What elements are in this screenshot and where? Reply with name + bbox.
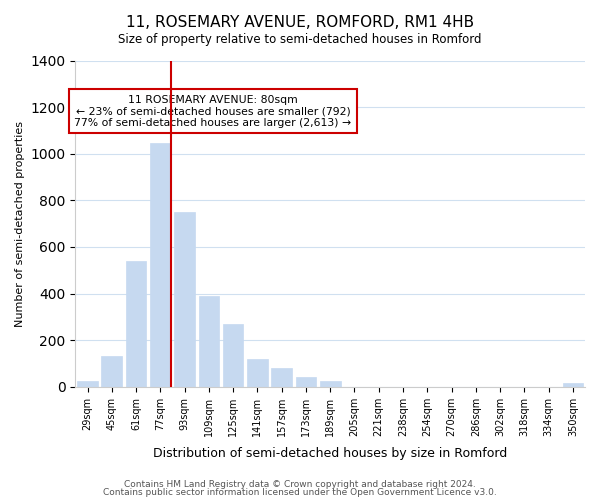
Bar xyxy=(223,324,244,387)
Text: Size of property relative to semi-detached houses in Romford: Size of property relative to semi-detach… xyxy=(118,32,482,46)
X-axis label: Distribution of semi-detached houses by size in Romford: Distribution of semi-detached houses by … xyxy=(153,447,508,460)
Text: Contains HM Land Registry data © Crown copyright and database right 2024.: Contains HM Land Registry data © Crown c… xyxy=(124,480,476,489)
Bar xyxy=(296,377,316,387)
Bar xyxy=(320,381,341,387)
Text: Contains public sector information licensed under the Open Government Licence v3: Contains public sector information licen… xyxy=(103,488,497,497)
Text: 11, ROSEMARY AVENUE, ROMFORD, RM1 4HB: 11, ROSEMARY AVENUE, ROMFORD, RM1 4HB xyxy=(126,15,474,30)
Y-axis label: Number of semi-detached properties: Number of semi-detached properties xyxy=(15,120,25,326)
Bar xyxy=(174,212,195,387)
Bar xyxy=(247,359,268,387)
Bar xyxy=(563,384,583,387)
Bar xyxy=(199,296,219,387)
Bar xyxy=(77,381,98,387)
Bar xyxy=(126,261,146,387)
Bar xyxy=(150,143,170,387)
Text: 11 ROSEMARY AVENUE: 80sqm
← 23% of semi-detached houses are smaller (792)
77% of: 11 ROSEMARY AVENUE: 80sqm ← 23% of semi-… xyxy=(74,95,352,128)
Bar xyxy=(101,356,122,387)
Bar xyxy=(271,368,292,387)
